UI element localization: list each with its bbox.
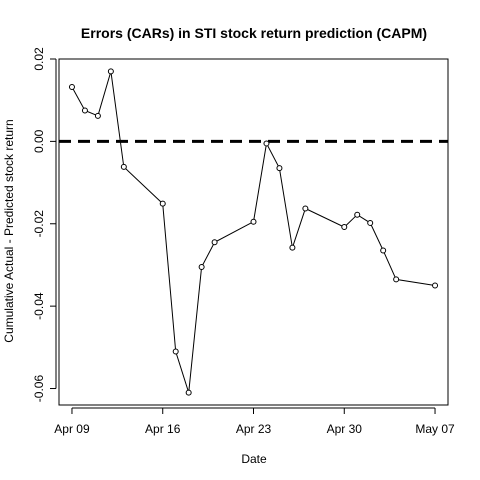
- data-point: [276, 165, 283, 172]
- data-point: [120, 163, 127, 170]
- data-point: [354, 211, 361, 218]
- plot-marks: Apr 09 Apr 16 Apr 23 Apr 30 May 07 0.02 0.00 -0…: [32, 47, 455, 436]
- data-point: [159, 200, 166, 207]
- data-point: [172, 348, 179, 355]
- x-tick-label: Apr 23: [236, 422, 272, 436]
- data-point: [432, 282, 439, 289]
- plot-frame: [58, 58, 449, 406]
- chart-title: Errors (CARs) in STI stock return predic…: [81, 25, 427, 41]
- data-point: [211, 239, 218, 246]
- y-tick-label: -0.06: [32, 375, 46, 403]
- data-point: [185, 389, 192, 396]
- data-point: [367, 219, 374, 226]
- data-point: [263, 140, 270, 147]
- y-tick-label: -0.04: [32, 292, 46, 320]
- y-axis-label: Cumulative Actual - Predicted stock retu…: [2, 119, 16, 342]
- data-point: [94, 112, 101, 119]
- data-point: [250, 218, 257, 225]
- data-point: [341, 224, 348, 231]
- y-tick-label: -0.02: [32, 210, 46, 238]
- x-axis-label: Date: [241, 452, 267, 466]
- x-tick-label: Apr 09: [54, 422, 90, 436]
- x-tick-label: May 07: [415, 422, 455, 436]
- y-tick-label: 0.02: [32, 47, 46, 71]
- data-point: [107, 68, 114, 75]
- data-point: [302, 205, 309, 212]
- x-tick-label: Apr 30: [327, 422, 363, 436]
- data-point: [289, 244, 296, 251]
- series-line: [71, 71, 436, 393]
- data-point: [380, 247, 387, 254]
- y-tick-label: 0.00: [32, 129, 46, 153]
- data-point: [68, 84, 75, 91]
- x-tick-label: Apr 16: [145, 422, 181, 436]
- data-point: [198, 264, 205, 271]
- data-point: [393, 276, 400, 283]
- data-point: [81, 107, 88, 114]
